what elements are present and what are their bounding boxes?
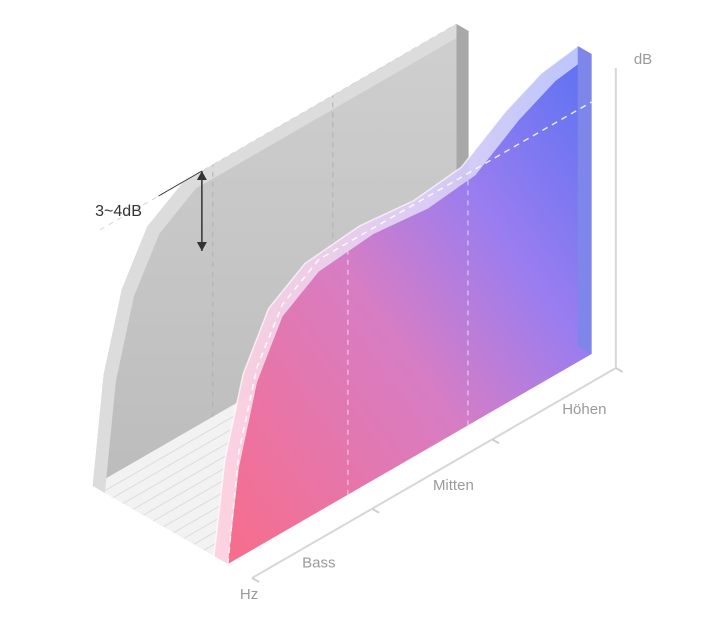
svg-text:Höhen: Höhen [562, 401, 606, 418]
svg-text:Bass: Bass [302, 555, 335, 572]
svg-text:dB: dB [634, 51, 652, 68]
svg-text:Mitten: Mitten [433, 477, 474, 494]
svg-text:Hz: Hz [240, 586, 258, 603]
svg-text:3~4dB: 3~4dB [95, 203, 142, 220]
iso-frequency-chart: Hz Bass Mitten Höhen dB 3~4dB [0, 0, 701, 638]
